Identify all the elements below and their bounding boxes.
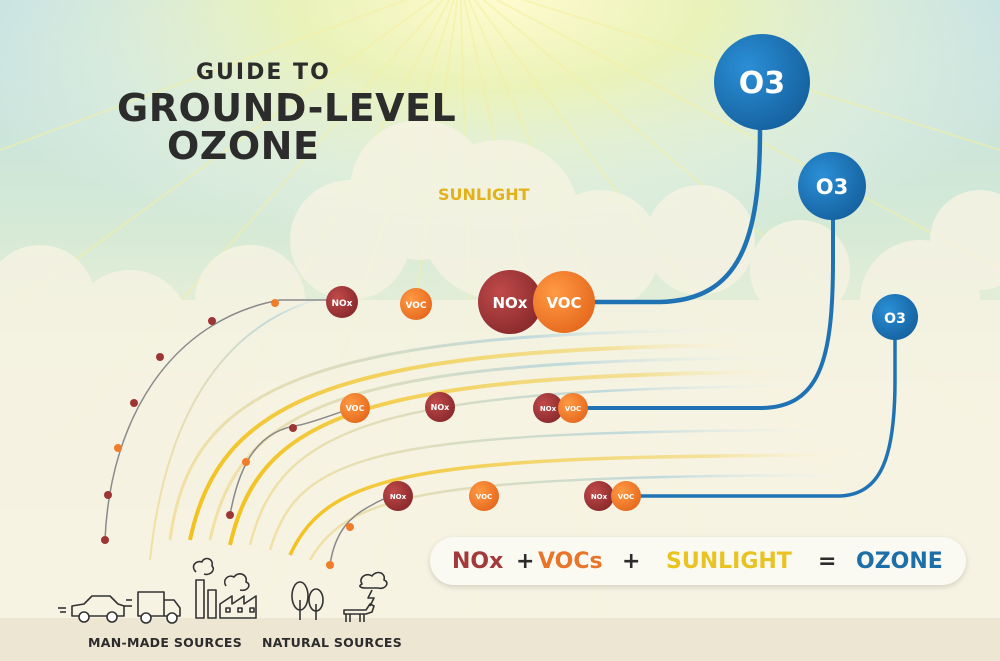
ozone-molecule-medium: O3 (798, 152, 866, 220)
svg-text:NOx: NOx (332, 299, 353, 309)
nox-voc-combined-medium: NOx VOC (533, 393, 588, 423)
ground (0, 618, 1000, 661)
svg-text:NOx: NOx (390, 493, 407, 501)
equation-plus: + (622, 549, 641, 574)
nox-molecule: NOx (383, 481, 413, 511)
car-icon (58, 595, 125, 623)
svg-text:O3: O3 (739, 66, 785, 101)
voc-molecule: VOC (340, 393, 370, 423)
equation-ozone: OZONE (856, 549, 943, 574)
title-ground-level: GROUND-LEVEL (117, 86, 457, 130)
svg-text:NOx: NOx (493, 294, 528, 312)
natural-sources-label: NATURAL SOURCES (262, 635, 403, 650)
equation-nox: NOx (452, 549, 504, 574)
svg-text:VOC: VOC (618, 493, 634, 501)
nox-voc-combined-large: NOx VOC (478, 270, 595, 334)
title-guide-to: GUIDE TO (196, 60, 331, 85)
ozone-molecule-small: O3 (872, 294, 918, 340)
factory-icon (192, 557, 257, 619)
cow-icon (343, 603, 375, 622)
title-ozone: OZONE (167, 124, 320, 168)
equation-equals: = (818, 549, 837, 574)
storm-cloud-icon (359, 571, 388, 607)
voc-molecule: VOC (469, 481, 499, 511)
svg-text:VOC: VOC (546, 294, 581, 312)
trees-icon (291, 581, 324, 620)
equation-vocs: VOCs (538, 549, 603, 574)
sunlight-label: SUNLIGHT (438, 185, 530, 204)
ozone-equation: NOx + VOCs + SUNLIGHT = OZONE (430, 537, 966, 585)
svg-text:O3: O3 (884, 311, 906, 327)
svg-text:VOC: VOC (476, 493, 492, 501)
equation-plus: + (516, 549, 535, 574)
svg-text:NOx: NOx (591, 493, 608, 501)
equation-sunlight: SUNLIGHT (666, 549, 792, 574)
svg-text:VOC: VOC (405, 301, 426, 311)
nox-voc-combined-small: NOx VOC (584, 481, 641, 511)
ozone-molecule-large: O3 (714, 34, 810, 130)
nox-molecule: NOx (326, 286, 358, 318)
nox-molecule: NOx (425, 392, 455, 422)
man-made-sources-label: MAN-MADE SOURCES (88, 635, 243, 650)
svg-text:NOx: NOx (540, 405, 557, 413)
svg-text:NOx: NOx (431, 403, 450, 412)
voc-molecule: VOC (400, 288, 432, 320)
svg-text:VOC: VOC (565, 405, 581, 413)
svg-text:VOC: VOC (346, 404, 365, 413)
svg-text:O3: O3 (816, 175, 848, 199)
clouds (0, 120, 1000, 661)
truck-icon (124, 591, 181, 624)
